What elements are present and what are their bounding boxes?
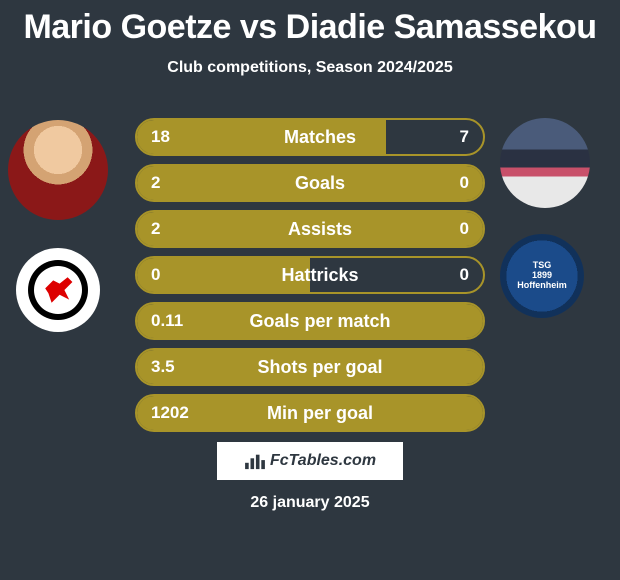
stat-row: 2Assists0 [135, 210, 485, 248]
stat-left-value: 1202 [137, 403, 217, 423]
left-club-badge [16, 248, 100, 332]
stat-left-value: 0.11 [137, 311, 217, 331]
stat-label: Shots per goal [217, 357, 423, 378]
stat-row: 0.11Goals per match [135, 302, 485, 340]
stat-row: 1202Min per goal [135, 394, 485, 432]
stat-label: Hattricks [217, 265, 423, 286]
stat-label: Goals per match [217, 311, 423, 332]
stats-panel: 18Matches72Goals02Assists00Hattricks00.1… [135, 118, 485, 440]
stat-left-value: 2 [137, 173, 217, 193]
brand-badge: FcTables.com [217, 442, 403, 480]
right-player-photo [500, 118, 590, 208]
stat-left-value: 3.5 [137, 357, 217, 377]
date-label: 26 january 2025 [250, 494, 369, 512]
stat-left-value: 18 [137, 127, 217, 147]
page-title: Mario Goetze vs Diadie Samassekou [0, 0, 620, 47]
comparison-card: Mario Goetze vs Diadie Samassekou Club c… [0, 0, 620, 580]
stat-row: 3.5Shots per goal [135, 348, 485, 386]
stat-label: Goals [217, 173, 423, 194]
eintracht-icon [28, 260, 88, 320]
stat-right-value: 0 [423, 265, 483, 285]
page-subtitle: Club competitions, Season 2024/2025 [0, 59, 620, 77]
stat-label: Assists [217, 219, 423, 240]
brand-text: FcTables.com [270, 452, 376, 470]
stat-label: Min per goal [217, 403, 423, 424]
right-club-badge: TSG1899Hoffenheim [500, 234, 584, 318]
stat-left-value: 0 [137, 265, 217, 285]
stat-right-value: 0 [423, 219, 483, 239]
stat-right-value: 0 [423, 173, 483, 193]
bars-icon [244, 452, 266, 470]
hoffenheim-icon: TSG1899Hoffenheim [517, 261, 567, 291]
stat-row: 0Hattricks0 [135, 256, 485, 294]
stat-right-value: 7 [423, 127, 483, 147]
left-player-photo [8, 120, 108, 220]
stat-left-value: 2 [137, 219, 217, 239]
stat-row: 2Goals0 [135, 164, 485, 202]
stat-label: Matches [217, 127, 423, 148]
stat-row: 18Matches7 [135, 118, 485, 156]
